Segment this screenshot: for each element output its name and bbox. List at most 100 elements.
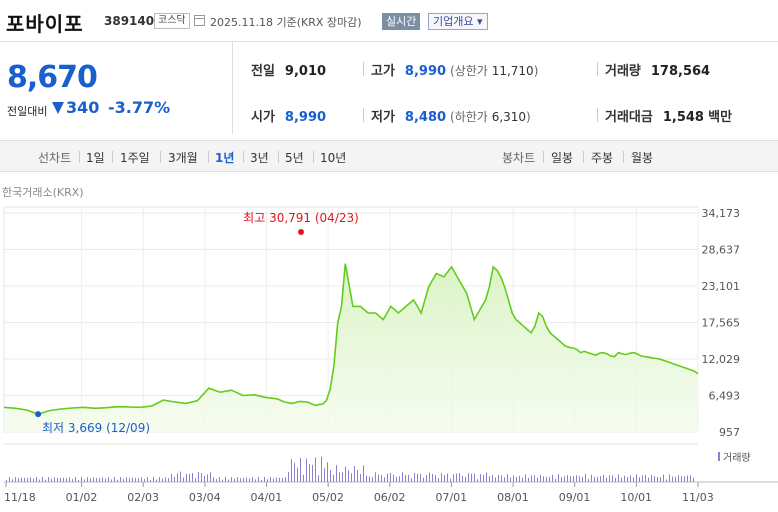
volume-bar <box>675 476 676 482</box>
volume-bar <box>15 477 16 482</box>
volume-bar <box>360 474 361 482</box>
volume-bar <box>264 477 265 482</box>
volume-bar <box>117 479 118 482</box>
volume-bar <box>420 473 421 482</box>
volume-bar <box>495 477 496 482</box>
stat-amount: 거래대금 1,548 백만 <box>605 110 733 125</box>
volume-bar <box>147 477 148 482</box>
volume-bar <box>678 475 679 482</box>
volume-bar <box>60 477 61 482</box>
volume-bar <box>492 475 493 482</box>
volume-bar <box>195 478 196 482</box>
x-tick-label: 10/01 <box>620 491 652 504</box>
company-info-button[interactable]: 기업개요 ▾ <box>428 13 488 30</box>
volume-bar <box>363 465 364 482</box>
volume-bar <box>507 474 508 482</box>
volume-bar <box>687 475 688 482</box>
volume-bar <box>636 474 637 482</box>
volume-bar <box>219 477 220 482</box>
realtime-button[interactable]: 실시간 <box>382 13 421 30</box>
volume-bar <box>318 475 319 482</box>
volume-bar <box>573 476 574 482</box>
period-3y[interactable]: 3년 <box>250 151 269 165</box>
y-tick-label: 957 <box>719 426 740 439</box>
volume-bar <box>315 457 316 482</box>
volume-bar <box>213 477 214 482</box>
volume-bar <box>210 472 211 482</box>
volume-bar <box>450 478 451 482</box>
volume-bar <box>480 474 481 482</box>
volume-bar <box>375 472 376 482</box>
volume-bar <box>354 466 355 482</box>
volume-bar <box>576 475 577 482</box>
volume-bar <box>651 475 652 482</box>
period-3m[interactable]: 3개월 <box>168 151 198 165</box>
volume-bar <box>120 477 121 482</box>
volume-bar <box>366 475 367 482</box>
volume-bar <box>378 474 379 482</box>
volume-bar <box>621 477 622 482</box>
y-tick-label: 28,637 <box>702 244 741 257</box>
volume-bar <box>441 472 442 482</box>
volume-bar <box>624 475 625 482</box>
volume-bar <box>24 477 25 482</box>
volume-bar <box>555 479 556 482</box>
period-5y[interactable]: 5년 <box>285 151 304 165</box>
volume-bar <box>516 476 517 482</box>
volume-bar <box>645 474 646 482</box>
x-tick-label: 11/03 <box>682 491 714 504</box>
y-tick-label: 34,173 <box>702 207 741 220</box>
stat-low: 저가 8,480 (하한가 6,310) <box>371 110 531 125</box>
y-tick-label: 12,029 <box>702 353 741 366</box>
volume-bar <box>105 478 106 482</box>
candle-monthly[interactable]: 월봉 <box>631 151 654 165</box>
volume-bar <box>246 477 247 482</box>
volume-bar <box>249 478 250 482</box>
x-tick-label: 09/01 <box>559 491 591 504</box>
volume-bar <box>9 477 10 482</box>
volume-bar <box>591 474 592 482</box>
candle-weekly[interactable]: 주봉 <box>591 151 614 165</box>
volume-bar <box>510 477 511 482</box>
candle-daily[interactable]: 일봉 <box>551 151 574 165</box>
volume-bar <box>72 479 73 482</box>
volume-bar <box>225 477 226 482</box>
volume-bar <box>255 479 256 482</box>
volume-bar <box>414 473 415 482</box>
volume-bar <box>330 470 331 482</box>
volume-bar <box>393 474 394 482</box>
volume-bar <box>579 476 580 482</box>
volume-bar <box>459 473 460 482</box>
volume-bar <box>513 475 514 482</box>
volume-bar <box>132 477 133 482</box>
min-label: 최저 3,669 (12/09) <box>42 421 150 435</box>
period-1d[interactable]: 1일 <box>86 151 105 165</box>
volume-bar <box>162 478 163 482</box>
volume-bar <box>633 477 634 482</box>
period-1w[interactable]: 1주일 <box>120 151 150 165</box>
volume-bar <box>582 477 583 482</box>
volume-bar <box>567 475 568 482</box>
volume-bar <box>384 477 385 482</box>
calendar-icon <box>194 15 205 26</box>
change-percent: -3.77% <box>108 98 171 117</box>
volume-bar <box>168 478 169 482</box>
volume-bar <box>186 473 187 482</box>
volume-bar <box>558 474 559 482</box>
volume-bar <box>498 474 499 482</box>
volume-bar <box>528 477 529 482</box>
volume-bar <box>84 479 85 482</box>
volume-bar <box>408 474 409 482</box>
volume-bar <box>594 476 595 482</box>
volume-bar <box>231 477 232 482</box>
volume-bar <box>534 475 535 482</box>
volume-bar <box>489 476 490 482</box>
volume-bar <box>99 478 100 482</box>
period-10y[interactable]: 10년 <box>320 151 347 165</box>
period-1y[interactable]: 1년 <box>215 151 235 165</box>
volume-bar <box>474 473 475 482</box>
volume-bar <box>294 462 295 482</box>
volume-bar <box>18 478 19 482</box>
volume-bar <box>129 478 130 482</box>
volume-bar <box>234 478 235 482</box>
